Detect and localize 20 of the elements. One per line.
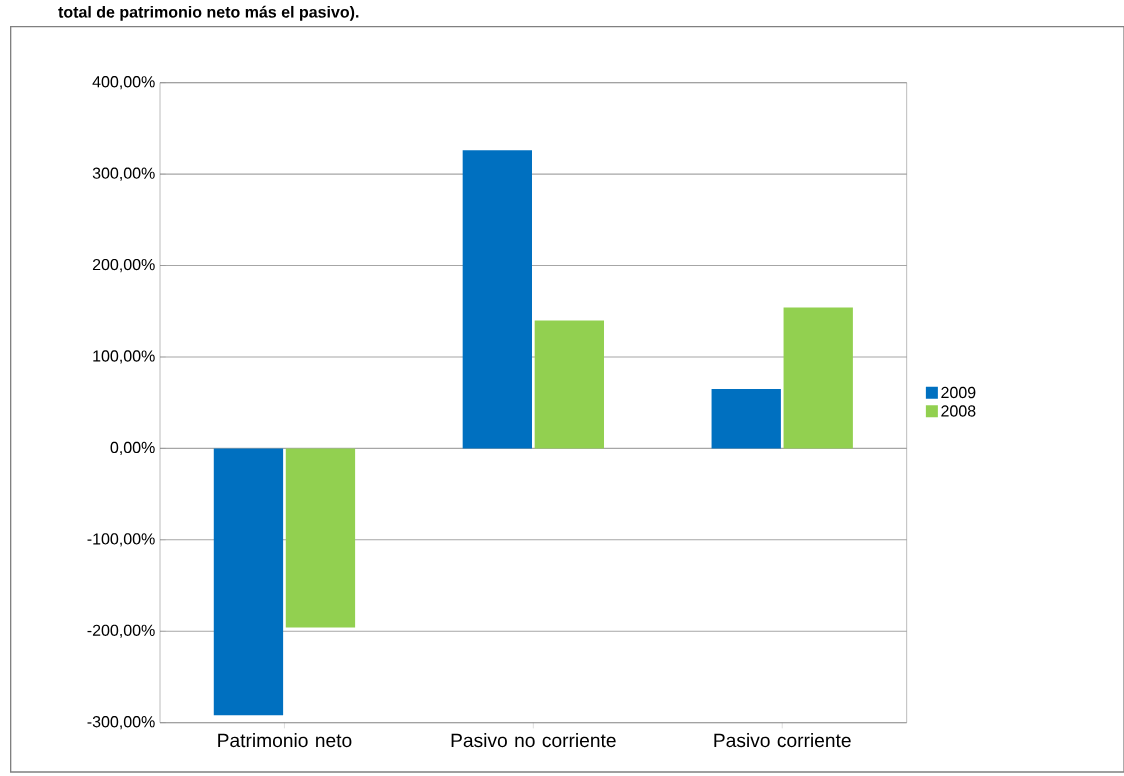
x-tick-label: Pasivo no corriente [451, 733, 616, 748]
legend-label: 2009 [941, 386, 976, 399]
y-tick-label: -100,00% [87, 533, 155, 547]
legend-label: 2008 [941, 405, 976, 417]
y-tick-label: 400,00% [92, 76, 155, 90]
y-tick-label: -300,00% [87, 716, 155, 730]
y-tick-label: 300,00% [92, 167, 155, 181]
y-tick-label: 100,00% [93, 350, 155, 364]
bar [783, 307, 853, 449]
x-tick-label: Pasivo corriente [714, 733, 851, 748]
bar [213, 448, 284, 716]
chart-title: total de patrimonio neto más el pasivo). [58, 5, 359, 21]
y-tick-label: 200,00% [92, 258, 155, 273]
x-tick-label: Patrimonio neto [218, 733, 352, 748]
bar [285, 448, 356, 628]
y-tick-label: 0,00% [110, 441, 155, 455]
bar [462, 150, 532, 449]
bar [711, 388, 781, 449]
bar [534, 320, 605, 449]
y-tick-label: -200,00% [87, 624, 155, 638]
